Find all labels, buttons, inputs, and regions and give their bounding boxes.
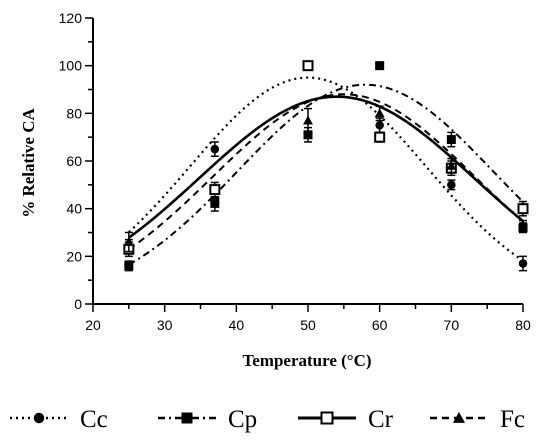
x-tick-label: 60: [372, 317, 388, 333]
data-point: [374, 108, 385, 118]
data-point: [375, 61, 385, 71]
legend-marker: [181, 412, 193, 424]
legend-marker: [452, 411, 466, 423]
data-point: [517, 203, 529, 215]
data-point: [124, 261, 134, 271]
x-tick-label: 40: [229, 317, 245, 333]
series-fc: [123, 105, 528, 253]
data-point: [303, 115, 313, 125]
y-tick-label: 120: [59, 10, 83, 26]
data-point: [210, 144, 220, 154]
legend: Cc Cp Cr Fc: [10, 406, 525, 433]
series-cr: [123, 60, 529, 258]
data-points: [123, 60, 529, 272]
data-point: [447, 180, 456, 190]
x-tick-label: 30: [157, 317, 173, 333]
y-tick-label: 20: [66, 248, 82, 264]
fit-curve-fc: [128, 93, 524, 251]
series-cp: [124, 61, 528, 272]
legend-label: Cp: [228, 406, 257, 433]
data-point: [303, 130, 313, 140]
x-axis-title: Temperature (°C): [242, 351, 371, 370]
data-point: [518, 220, 528, 230]
series-cc: [124, 61, 528, 272]
fit-curves: [128, 76, 524, 266]
data-point: [209, 184, 221, 196]
legend-item-fc: Fc: [430, 406, 525, 433]
y-tick-label: 0: [74, 296, 82, 312]
y-axis-title: % Relative CA: [19, 108, 38, 218]
legend-item-cc: Cc: [10, 406, 108, 433]
data-point: [302, 60, 314, 72]
legend-label: Cc: [80, 406, 108, 433]
x-tick-label: 70: [444, 317, 460, 333]
y-tick-label: 80: [66, 105, 82, 121]
y-tick-label: 60: [66, 153, 82, 169]
data-point: [446, 160, 457, 170]
legend-label: Fc: [500, 406, 525, 433]
data-point: [209, 198, 220, 208]
data-point: [446, 135, 456, 145]
data-point: [123, 237, 134, 246]
legend-marker: [320, 411, 334, 425]
legend-item-cp: Cp: [158, 406, 257, 433]
legend-label: Cr: [368, 406, 394, 433]
x-tick-label: 20: [85, 317, 101, 333]
data-point: [518, 259, 528, 268]
legend-item-cr: Cr: [298, 406, 394, 433]
fit-curve-cc: [128, 76, 524, 262]
x-tick-label: 80: [515, 317, 531, 333]
data-point: [375, 120, 384, 130]
x-tick-label: 50: [300, 317, 316, 333]
fit-curve-cp: [128, 83, 524, 266]
legend-marker: [33, 412, 45, 424]
y-tick-label: 40: [66, 201, 82, 217]
fit-curve-cr: [128, 95, 524, 239]
y-tick-label: 100: [59, 58, 83, 74]
data-point: [374, 131, 386, 143]
